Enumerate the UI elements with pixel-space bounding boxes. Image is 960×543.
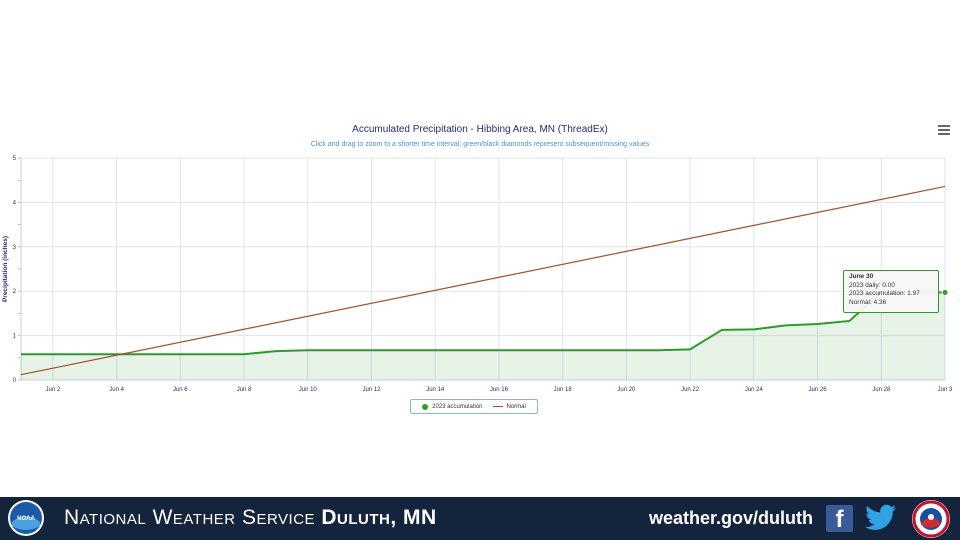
x-tick-label: Jun 22 bbox=[681, 387, 700, 393]
tooltip-date: June 30 bbox=[849, 273, 933, 282]
org-name-office: Duluth, MN bbox=[321, 506, 436, 529]
legend-marker-2023 bbox=[422, 404, 428, 410]
legend-item-normal[interactable]: Normal bbox=[493, 404, 526, 410]
x-tick-label: Jun 16 bbox=[490, 387, 509, 393]
nws-footer-banner: NOAA National Weather Service Duluth, MN… bbox=[0, 497, 960, 540]
x-tick-label: Jun 14 bbox=[426, 387, 445, 393]
legend-label-2023: 2023 accumulation bbox=[432, 404, 482, 410]
org-name: National Weather Service Duluth, MN bbox=[64, 506, 437, 530]
x-tick-label: Jun 24 bbox=[745, 387, 764, 393]
chart-legend: 2023 accumulation Normal bbox=[410, 399, 538, 414]
x-tick-label: Jun 6 bbox=[173, 387, 188, 393]
legend-label-normal: Normal bbox=[507, 404, 526, 410]
y-tick-label: 1 bbox=[13, 334, 17, 340]
facebook-icon[interactable]: f bbox=[826, 505, 853, 532]
x-tick-label: Jun 8 bbox=[237, 387, 252, 393]
chart-tooltip: June 30 2023 daily: 0.00 2023 accumulati… bbox=[843, 270, 939, 313]
hover-marker bbox=[942, 290, 948, 296]
legend-item-2023[interactable]: 2023 accumulation bbox=[422, 404, 482, 410]
x-tick-label: Jun 4 bbox=[109, 387, 124, 393]
series-area-2023 bbox=[21, 293, 945, 380]
y-tick-label: 4 bbox=[13, 200, 17, 206]
y-tick-label: 2 bbox=[13, 289, 17, 295]
x-tick-label: Jun 3 bbox=[938, 387, 953, 393]
chart-plot[interactable]: 0 1 2 3 4 5 Jun 2 Jun 4 Jun 6 Jun 8 Jun 10 Jun 12 Ju… bbox=[0, 112, 960, 412]
tooltip-daily: 2023 daily: 0.00 bbox=[849, 282, 933, 291]
x-tick-label: Jun 2 bbox=[46, 387, 61, 393]
tooltip-normal: Normal: 4.36 bbox=[849, 299, 933, 308]
y-tick-label: 3 bbox=[13, 245, 17, 251]
nws-logo bbox=[912, 500, 950, 538]
x-tick-label: Jun 10 bbox=[299, 387, 318, 393]
tooltip-accumulation: 2023 accumulation: 1.97 bbox=[849, 290, 933, 299]
x-tick-label: Jun 28 bbox=[872, 387, 891, 393]
legend-marker-normal bbox=[493, 406, 503, 408]
twitter-icon[interactable] bbox=[864, 503, 898, 533]
x-tick-label: Jun 12 bbox=[362, 387, 381, 393]
org-name-prefix: National Weather Service bbox=[64, 506, 315, 529]
precipitation-chart[interactable]: Accumulated Precipitation - Hibbing Area… bbox=[0, 112, 960, 422]
noaa-logo-text: NOAA bbox=[17, 516, 35, 522]
x-tick-label: Jun 26 bbox=[809, 387, 828, 393]
noaa-logo: NOAA bbox=[8, 500, 44, 536]
y-axis-label: Precipitation (inches) bbox=[2, 236, 9, 302]
x-tick-label: Jun 18 bbox=[554, 387, 573, 393]
x-tick-label: Jun 20 bbox=[617, 387, 636, 393]
y-tick-label: 5 bbox=[13, 156, 17, 162]
site-url-link[interactable]: weather.gov/duluth bbox=[649, 508, 813, 529]
y-tick-label: 0 bbox=[13, 378, 17, 384]
